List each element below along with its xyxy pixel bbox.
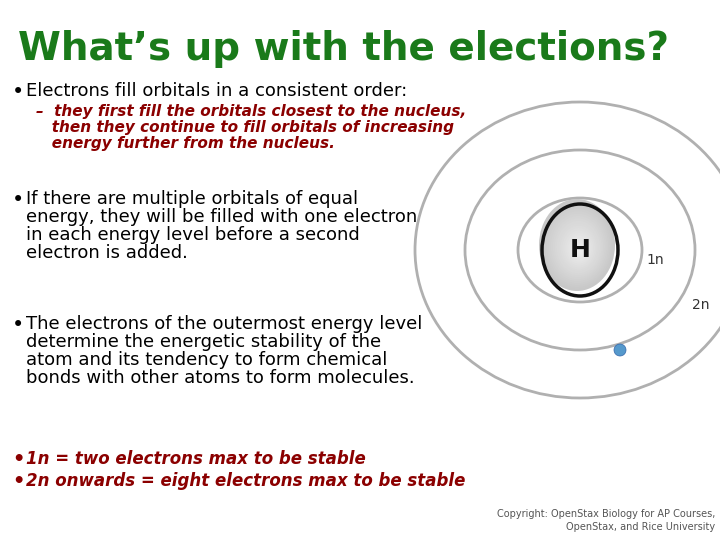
Text: H: H — [570, 238, 590, 262]
Text: Electrons fill orbitals in a consistent order:: Electrons fill orbitals in a consistent … — [26, 82, 408, 100]
Text: atom and its tendency to form chemical: atom and its tendency to form chemical — [26, 351, 387, 369]
Text: energy further from the nucleus.: energy further from the nucleus. — [36, 136, 335, 151]
Ellipse shape — [570, 238, 588, 260]
Ellipse shape — [559, 223, 598, 272]
Text: bonds with other atoms to form molecules.: bonds with other atoms to form molecules… — [26, 369, 415, 387]
Text: •: • — [12, 315, 24, 335]
Ellipse shape — [560, 226, 597, 269]
Ellipse shape — [564, 231, 593, 266]
Ellipse shape — [551, 213, 605, 279]
Text: 2n: 2n — [692, 298, 709, 312]
Ellipse shape — [614, 344, 626, 356]
Text: •: • — [12, 82, 24, 102]
Text: 1n = two electrons max to be stable: 1n = two electrons max to be stable — [26, 450, 366, 468]
Text: energy, they will be filled with one electron: energy, they will be filled with one ele… — [26, 208, 418, 226]
Text: –  they first fill the orbitals closest to the nucleus,: – they first fill the orbitals closest t… — [36, 104, 467, 119]
Text: 2n onwards = eight electrons max to be stable: 2n onwards = eight electrons max to be s… — [26, 472, 465, 490]
Text: Copyright: OpenStax Biology for AP Courses,
OpenStax, and Rice University: Copyright: OpenStax Biology for AP Cours… — [497, 509, 715, 532]
Ellipse shape — [568, 235, 590, 262]
Text: 1n: 1n — [646, 253, 664, 267]
Ellipse shape — [546, 208, 608, 284]
Text: determine the energetic stability of the: determine the energetic stability of the — [26, 333, 381, 351]
Ellipse shape — [557, 221, 600, 274]
Ellipse shape — [543, 204, 612, 287]
Ellipse shape — [566, 233, 592, 264]
Ellipse shape — [554, 218, 602, 275]
Ellipse shape — [572, 240, 587, 258]
Text: •: • — [12, 472, 24, 491]
Ellipse shape — [549, 211, 607, 281]
Ellipse shape — [562, 228, 595, 268]
Text: What’s up with the elections?: What’s up with the elections? — [18, 30, 669, 68]
Text: The electrons of the outermost energy level: The electrons of the outermost energy le… — [26, 315, 423, 333]
Ellipse shape — [576, 245, 583, 254]
Text: If there are multiple orbitals of equal: If there are multiple orbitals of equal — [26, 190, 358, 208]
Text: •: • — [12, 190, 24, 210]
Text: in each energy level before a second: in each energy level before a second — [26, 226, 360, 244]
Text: electron is added.: electron is added. — [26, 244, 188, 262]
Ellipse shape — [545, 206, 610, 285]
Ellipse shape — [539, 199, 615, 291]
Ellipse shape — [552, 216, 603, 278]
Text: then they continue to fill orbitals of increasing: then they continue to fill orbitals of i… — [36, 120, 454, 135]
Text: •: • — [12, 450, 24, 469]
Ellipse shape — [541, 201, 613, 289]
Ellipse shape — [574, 242, 585, 256]
